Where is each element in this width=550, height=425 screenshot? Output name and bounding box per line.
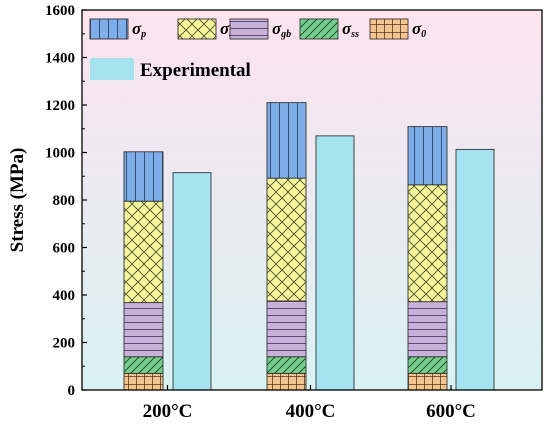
bar-segment-sgb-0 [123, 302, 164, 358]
y-tick-label: 200 [53, 336, 76, 352]
bar-segment-sss-0 [123, 356, 164, 374]
bar-segment-sgb-2 [407, 301, 448, 358]
y-tick-label: 0 [68, 383, 76, 399]
legend-label-s0: σ0 [412, 19, 426, 40]
bar-segment-sp-0 [123, 151, 164, 202]
legend-label-sp: σp [132, 19, 146, 40]
bar-segment-s0-0 [123, 372, 164, 391]
legend-swatch-experimental [90, 58, 134, 80]
y-axis: 0 200 400 600 800 1000 1200 1400 1600 [45, 3, 87, 399]
legend-swatch-sss [299, 18, 339, 40]
bars-layer [123, 102, 495, 391]
bar-segment-s0-2 [407, 372, 448, 391]
y-tick-label: 1600 [45, 3, 75, 19]
legend-label-sss: σss [342, 19, 359, 40]
legend-swatch-sp [89, 18, 129, 40]
bar-segment-sss-2 [407, 356, 448, 374]
legend-swatch-s0 [369, 18, 409, 40]
legend-label-sgb: σgb [272, 19, 291, 40]
bar-segment-sd-1 [266, 177, 307, 302]
x-tick-label: 400°C [286, 401, 336, 422]
bar-segment-sss-1 [266, 356, 307, 374]
y-tick-label: 1000 [45, 146, 75, 162]
legend: σpσdσgbσssσ0Experimental [89, 18, 426, 81]
bar-segment-sgb-1 [266, 300, 307, 358]
x-tick-label: 600°C [426, 401, 476, 422]
bar-experimental-1 [315, 135, 355, 391]
bar-experimental-2 [455, 148, 495, 391]
bar-segment-sp-1 [266, 102, 307, 179]
x-tick-label: 200°C [143, 401, 193, 422]
bar-segment-sd-0 [123, 200, 164, 304]
bar-segment-sp-2 [407, 126, 448, 186]
y-tick-label: 1200 [45, 98, 75, 114]
bar-experimental-0 [172, 172, 212, 391]
legend-swatch-sgb [229, 18, 269, 40]
bar-segment-sd-2 [407, 184, 448, 303]
y-axis-title: Stress (MPa) [7, 148, 28, 253]
legend-swatch-sd [177, 18, 217, 40]
y-tick-label: 1400 [45, 51, 75, 67]
y-tick-label: 800 [53, 193, 76, 209]
bar-segment-s0-1 [266, 372, 307, 391]
x-axis: 200°C 400°C 600°C [143, 385, 476, 422]
legend-label-experimental: Experimental [140, 60, 251, 81]
y-tick-label: 400 [53, 288, 76, 304]
y-tick-label: 600 [53, 241, 76, 257]
